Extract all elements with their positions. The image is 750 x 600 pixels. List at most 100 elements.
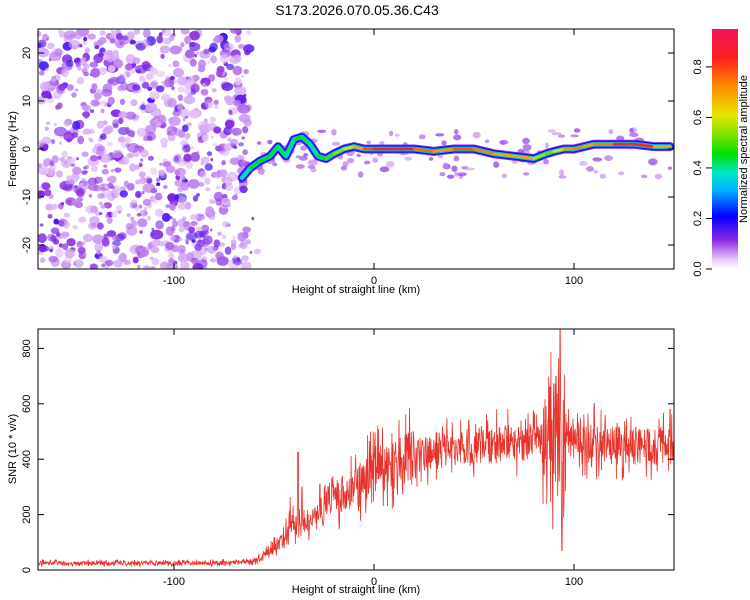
trace-core-segment — [332, 147, 346, 156]
y-tick-label: 10 — [21, 95, 33, 107]
trace-core-segment — [544, 150, 556, 156]
colorbar-tick-label: 0.2 — [692, 211, 704, 226]
halo-blob — [499, 139, 509, 145]
trace-core-segment — [308, 142, 320, 158]
noise-blob — [174, 169, 181, 176]
noise-blob — [202, 235, 213, 245]
noise-blob — [145, 124, 156, 135]
noise-blob — [97, 193, 105, 199]
trace-core-segment — [240, 166, 252, 180]
noise-blob — [72, 225, 78, 230]
noise-blob — [98, 212, 103, 216]
trace-core-segment — [432, 147, 456, 153]
colorbar-tick-label: 0.8 — [692, 59, 704, 74]
noise-blob — [141, 81, 150, 89]
halo-blob — [300, 145, 308, 151]
noise-blob — [230, 239, 237, 246]
noise-blob — [203, 48, 209, 55]
halo-blob — [453, 155, 460, 162]
noise-blob — [160, 53, 165, 59]
noise-blob — [101, 168, 110, 175]
noise-blob — [121, 35, 130, 45]
noise-blob — [118, 111, 128, 118]
noise-blob — [212, 37, 221, 44]
noise-blob — [169, 76, 175, 80]
noise-blob — [130, 199, 138, 207]
x-tick-label: 100 — [565, 576, 583, 588]
noise-blob — [229, 128, 237, 134]
noise-blob — [208, 198, 214, 205]
noise-blob — [215, 198, 222, 206]
noise-blob — [56, 102, 63, 109]
spectrogram-x-axis-title: Height of straight line (km) — [292, 284, 420, 296]
noise-blob — [53, 218, 60, 225]
noise-blob — [239, 241, 248, 250]
noise-blob — [102, 127, 112, 135]
noise-blob — [198, 182, 205, 187]
halo-blob — [457, 172, 467, 177]
halo-blob — [522, 144, 532, 151]
noise-blob — [96, 222, 104, 230]
noise-blob — [216, 65, 225, 74]
noise-blob — [150, 167, 158, 176]
noise-blob — [41, 136, 52, 145]
noise-blob — [136, 213, 142, 217]
noise-blob — [213, 191, 224, 202]
noise-blob — [204, 163, 213, 171]
noise-blob — [177, 252, 189, 263]
colorbar-ticks: 0.0 0.2 0.4 0.6 0.8 — [692, 59, 712, 277]
noise-blob — [204, 81, 209, 86]
noise-blob — [117, 85, 124, 92]
noise-blob — [198, 230, 207, 238]
noise-blob — [223, 42, 234, 51]
noise-blob — [38, 39, 47, 48]
noise-blob — [98, 255, 108, 263]
noise-blob — [113, 185, 121, 191]
halo-blob — [573, 128, 581, 133]
noise-blob — [169, 203, 176, 211]
noise-blob — [202, 134, 209, 143]
noise-blob — [169, 35, 175, 42]
noise-blob — [191, 257, 199, 265]
trace-core-segment — [248, 159, 262, 170]
noise-blob — [82, 233, 93, 243]
noise-blob — [159, 45, 170, 54]
noise-blob — [43, 160, 49, 168]
halo-blob — [558, 175, 567, 179]
noise-blob — [239, 185, 248, 194]
noise-blob — [146, 135, 153, 141]
trace-core-segment — [276, 145, 288, 158]
noise-blob — [209, 228, 213, 232]
halo-blob — [579, 161, 588, 166]
noise-blob — [115, 205, 123, 214]
noise-blob — [161, 80, 165, 85]
noise-blob — [243, 44, 255, 53]
noise-blob — [161, 212, 171, 222]
noise-blob — [53, 126, 68, 137]
trace-core-segment — [492, 152, 516, 158]
noise-blob — [50, 227, 60, 235]
noise-blob — [180, 181, 190, 191]
noise-blob — [142, 29, 151, 38]
noise-blob — [93, 92, 102, 101]
noise-blob — [170, 234, 176, 242]
noise-blob — [167, 193, 177, 202]
noise-blob — [129, 39, 136, 45]
noise-blob — [60, 68, 69, 78]
noise-blob — [157, 122, 161, 127]
noise-blob — [190, 220, 198, 227]
noise-blob — [72, 166, 82, 175]
noise-blob — [180, 249, 185, 253]
noise-blob — [100, 204, 106, 209]
noise-blob — [178, 196, 187, 204]
noise-blob — [243, 118, 252, 127]
noise-blob — [166, 125, 178, 136]
noise-blob — [188, 226, 196, 233]
noise-blob — [228, 55, 241, 64]
noise-blob — [190, 83, 200, 93]
noise-blob — [200, 156, 210, 164]
halo-blob — [395, 133, 400, 137]
noise-blob — [100, 133, 107, 140]
noise-blob — [242, 226, 251, 233]
noise-blob — [203, 118, 208, 123]
